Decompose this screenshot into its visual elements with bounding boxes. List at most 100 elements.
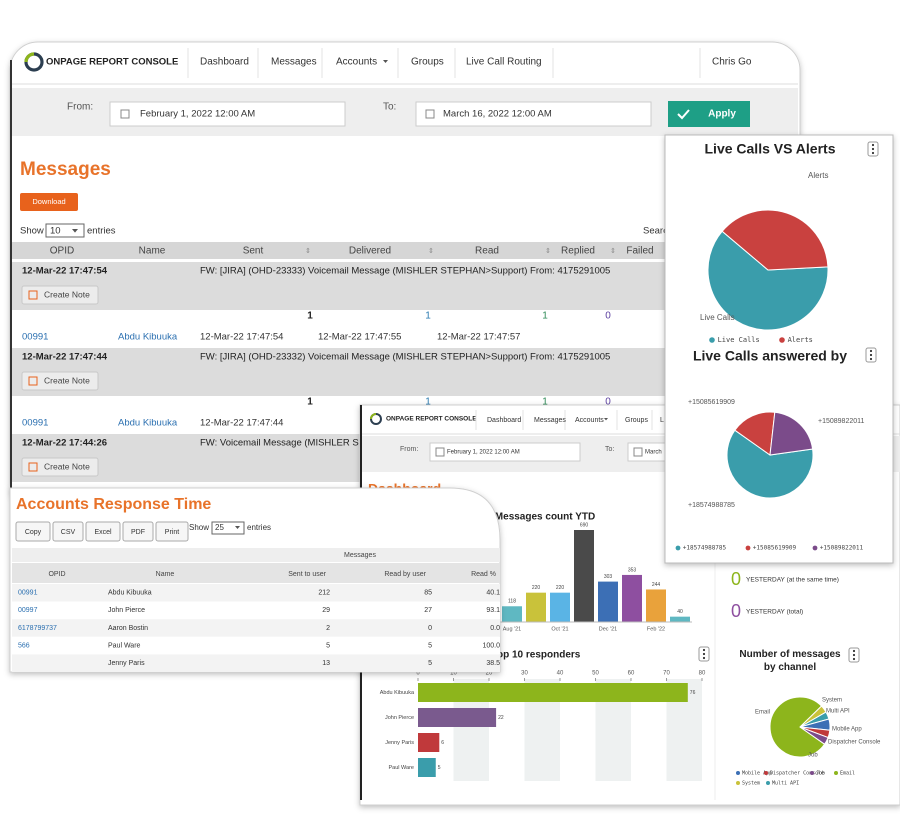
export-button-text: Copy [25, 529, 42, 536]
bar-value-label: 353 [628, 567, 637, 573]
nav-item[interactable]: Groups [625, 417, 648, 424]
create-note-button[interactable] [21, 371, 99, 391]
to-date: March [645, 450, 662, 456]
chart-title: op 10 responders [497, 650, 581, 661]
table-row [12, 601, 500, 620]
export-button[interactable] [122, 521, 154, 542]
legend-label: Mobile App [742, 771, 772, 777]
nav-item[interactable]: Messages [534, 417, 566, 424]
table-cell: 5 [428, 642, 432, 649]
bar [418, 733, 440, 752]
chart-title: Messages count YTD [495, 512, 595, 523]
slice-label: +15085619909 [688, 399, 735, 406]
table-cell: Aaron Bostin [108, 625, 148, 632]
message-time: 12-Mar-22 17:47:44 [22, 352, 108, 363]
column-header: OPID [50, 246, 74, 257]
table-cell[interactable]: 00991 [18, 590, 38, 597]
legend-swatch [812, 545, 818, 551]
table-cell: 0 [428, 625, 432, 632]
legend-label: +15089822011 [820, 545, 864, 552]
message-subject: FW: [JIRA] (OHD-23333) Voicemail Message… [200, 266, 610, 277]
table-cell[interactable]: 00991 [22, 418, 48, 429]
create-note-text: Create Note [44, 289, 90, 299]
download-text: Download [32, 197, 65, 206]
menu-dot [871, 151, 875, 155]
from-date: February 1, 2022 12:00 AM [140, 109, 255, 120]
bar-value-label: 6 [441, 740, 444, 746]
bar-value-label: 220 [532, 585, 541, 591]
entries-label: entries [87, 226, 116, 237]
export-button[interactable] [155, 521, 189, 542]
to-input[interactable] [415, 101, 652, 127]
search-label: Searc [643, 226, 668, 237]
column-header: Read % [471, 571, 496, 578]
nav-item[interactable]: L [660, 417, 664, 424]
message-subject: FW: Voicemail Message (MISHLER S [200, 438, 359, 449]
length-select[interactable] [45, 223, 85, 238]
slice-label: Live Calls [700, 313, 735, 322]
create-note-button[interactable] [21, 285, 99, 305]
count-cell: 1 [542, 397, 548, 408]
x-tick-label: 0 [416, 671, 420, 677]
from-input[interactable] [429, 442, 581, 462]
slice-label: Mobile App [832, 727, 862, 733]
caret-icon [604, 418, 608, 421]
calendar-icon [633, 447, 643, 457]
x-tick-label: 60 [628, 671, 635, 677]
chart-title: Number of messages by channel [739, 649, 841, 673]
menu-dot [869, 349, 873, 353]
menu-dot [702, 648, 706, 652]
note-icon [28, 290, 38, 300]
user-name[interactable]: Chris Go [712, 57, 752, 68]
menu-dot [871, 147, 875, 151]
legend-swatch [810, 771, 814, 775]
bar-value-label: 690 [580, 522, 589, 528]
table-cell[interactable]: 00991 [22, 332, 48, 343]
table-row [12, 654, 500, 672]
page-heading: Messages [20, 159, 111, 180]
from-input[interactable] [109, 101, 346, 127]
table-cell[interactable]: Abdu Kibuuka [118, 332, 178, 343]
bar [646, 589, 666, 622]
table-cell[interactable]: 566 [18, 642, 30, 649]
sort-icon: ⇕ [305, 247, 311, 255]
nav-item[interactable]: Dashboard [200, 57, 249, 68]
stat-label: YESTERDAY (at the same time) [746, 577, 839, 584]
count-cell: 0 [605, 397, 611, 408]
nav-item[interactable]: Accounts [336, 57, 377, 68]
pie-slice [769, 411, 814, 456]
table-cell: 40.1 [486, 590, 500, 597]
apply-button[interactable] [668, 101, 750, 127]
create-note-button[interactable] [21, 457, 99, 477]
export-button[interactable] [52, 521, 84, 542]
table-group-header [12, 548, 500, 562]
note-icon [28, 376, 38, 386]
column-header: Delivered [349, 246, 391, 257]
legend-label: Multi API [772, 781, 799, 787]
export-button-text: CSV [61, 529, 76, 536]
x-tick-label: 80 [699, 671, 706, 677]
bar [598, 581, 618, 622]
menu-dot [869, 357, 873, 361]
export-button[interactable] [85, 521, 121, 542]
download-button[interactable] [20, 193, 78, 211]
nav-item[interactable]: Messages [271, 57, 317, 68]
nav-item[interactable]: Accounts [575, 417, 604, 424]
slice-label: Alerts [808, 171, 828, 180]
slice-label: Multi API [826, 709, 850, 715]
nav-item[interactable]: Groups [411, 57, 444, 68]
calendar-icon [120, 109, 130, 119]
bar-value-label: 76 [690, 690, 696, 696]
y-category-label: Jenny Paris [385, 740, 414, 746]
length-select[interactable] [211, 521, 245, 535]
export-button[interactable] [15, 521, 51, 542]
nav-item[interactable]: Dashboard [487, 417, 521, 424]
table-cell[interactable]: Abdu Kibuuka [118, 418, 178, 429]
nav-item[interactable]: Live Call Routing [466, 57, 542, 68]
logo-arc [370, 413, 377, 420]
bar [622, 574, 642, 622]
x-tick-label: 10 [450, 671, 457, 677]
table-cell[interactable]: 6178799737 [18, 625, 57, 632]
table-cell[interactable]: 00997 [18, 607, 38, 614]
